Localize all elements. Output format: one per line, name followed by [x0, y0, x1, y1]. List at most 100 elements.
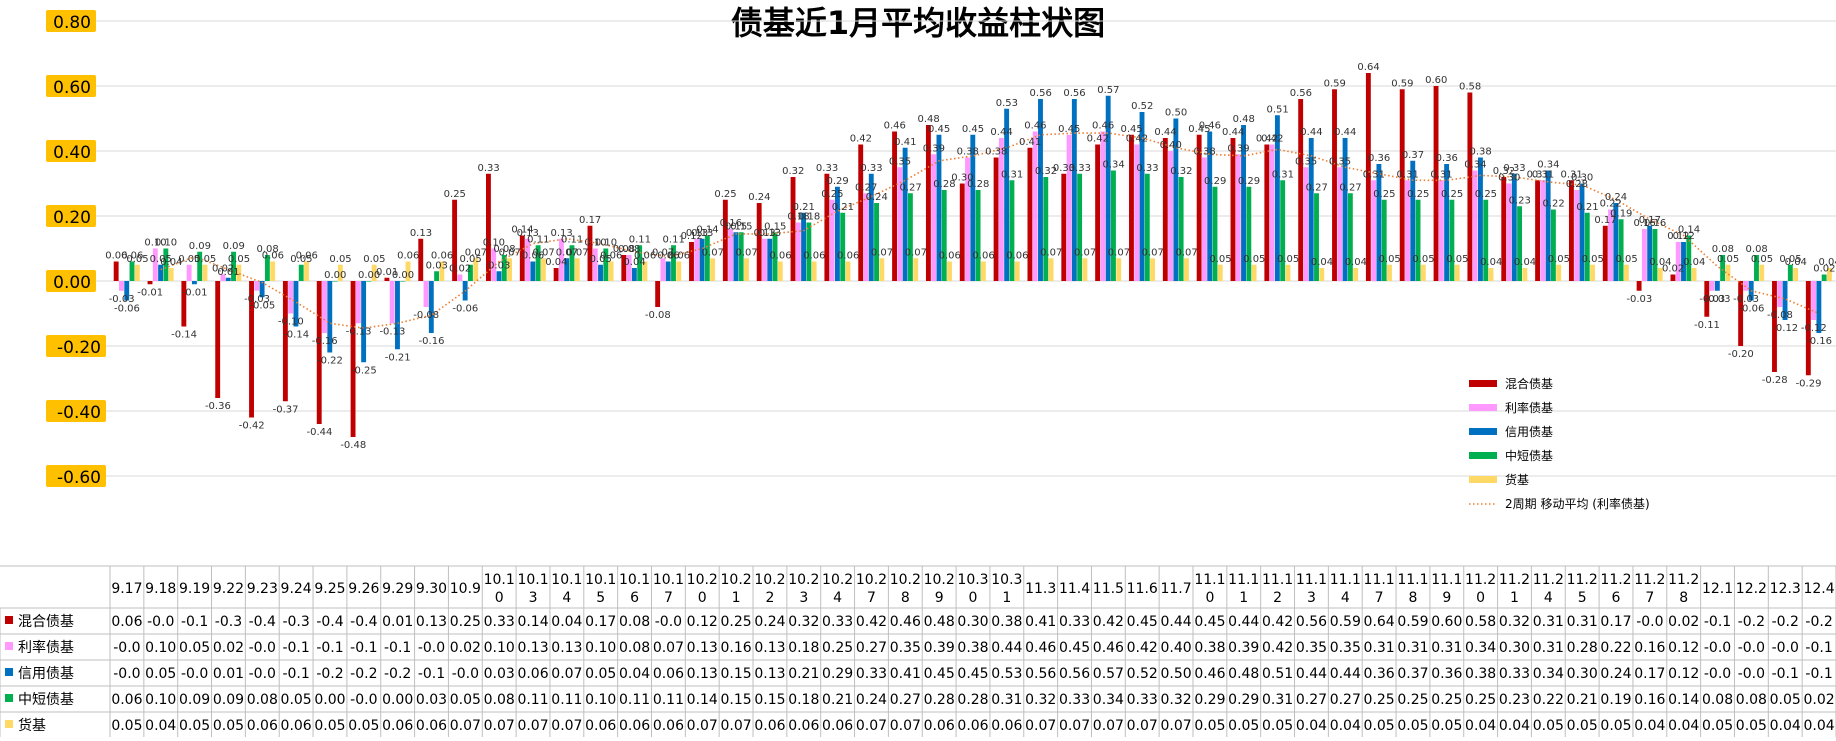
table-cell: 0.48 [1228, 666, 1259, 682]
table-cell: 0.32 [1025, 692, 1056, 708]
table-cell: 0.18 [788, 640, 819, 656]
table-cell: -0.0 [113, 640, 140, 656]
data-label: -0.01 [182, 287, 208, 298]
table-cell: 0.35 [1296, 640, 1327, 656]
data-label: -0.03 [244, 294, 270, 305]
legend-label: 信用债基 [1505, 425, 1553, 439]
table-cell: 0.38 [991, 614, 1022, 630]
bar [1811, 281, 1817, 320]
table-cell: 0.04 [1499, 718, 1530, 734]
bar [1298, 99, 1304, 281]
trendline-layer [160, 132, 1820, 329]
category-label: 11.1 0 [1194, 572, 1225, 606]
bar [840, 212, 846, 281]
table-cell: 0.45 [957, 666, 988, 682]
table-row-label: 利率债基 [18, 639, 74, 656]
data-label: -0.03 [1626, 294, 1652, 305]
data-label: 0.11 [527, 234, 549, 245]
data-label: 0.01 [376, 267, 398, 278]
bar [355, 281, 361, 324]
data-label: 0.07 [736, 247, 758, 258]
bar [710, 258, 716, 281]
category-label: 11.4 [1059, 581, 1090, 597]
data-label: 0.36 [1368, 153, 1390, 164]
data-label: 0.13 [517, 228, 539, 239]
category-label: 11.3 [1025, 581, 1056, 597]
bar [197, 251, 203, 281]
table-cell: 0.28 [957, 692, 988, 708]
data-label: 0.07 [905, 247, 927, 258]
bar [1405, 180, 1410, 281]
data-label: 0.07 [465, 247, 487, 258]
data-label: 0.31 [1430, 169, 1452, 180]
table-cell: 0.07 [856, 718, 887, 734]
table-cell: 0.02 [1803, 692, 1834, 708]
bar [762, 238, 767, 281]
data-label: 0.11 [663, 234, 685, 245]
bar [1488, 268, 1494, 281]
bar [1535, 180, 1541, 281]
bar [665, 261, 671, 281]
bar [704, 235, 710, 281]
category-label: 10.2 2 [754, 572, 785, 606]
data-label: 0.00 [392, 270, 414, 281]
table-cell: 0.05 [314, 718, 345, 734]
bar [1657, 268, 1663, 281]
bar [202, 264, 208, 281]
bar [699, 238, 705, 281]
table-row-swatch [5, 668, 13, 676]
data-label: 0.59 [1324, 78, 1346, 89]
data-label: 0.30 [1498, 173, 1520, 184]
data-label: 0.04 [160, 257, 182, 268]
table-cell: 0.33 [1127, 692, 1158, 708]
table-cell: -0.1 [181, 614, 208, 630]
bar [738, 232, 744, 281]
bar [181, 281, 187, 327]
data-label: -0.14 [171, 330, 197, 341]
table-cell: 0.56 [1059, 666, 1090, 682]
bar [1371, 180, 1377, 281]
table-cell: 0.59 [1397, 614, 1428, 630]
table-cell: 0.17 [1600, 614, 1631, 630]
data-label: -0.16 [1806, 336, 1832, 347]
bar [491, 248, 497, 281]
table-cell: 0.08 [619, 614, 650, 630]
data-label: 0.25 [1441, 189, 1463, 200]
category-label: 11.2 5 [1567, 572, 1598, 606]
table-cell: 0.41 [1025, 614, 1056, 630]
data-label: 0.33 [860, 163, 882, 174]
table-cell: 0.45 [1194, 614, 1225, 630]
bar [1545, 170, 1551, 281]
bar [637, 245, 643, 281]
bar [1230, 138, 1236, 281]
table-cell: 0.32 [1160, 692, 1191, 708]
bar [530, 261, 536, 281]
data-label: 0.33 [816, 163, 838, 174]
table-row-label: 货基 [18, 717, 46, 734]
bar [1652, 229, 1658, 281]
data-label: 0.27 [899, 182, 921, 193]
table-cell: 0.04 [1296, 718, 1327, 734]
data-label: -0.03 [1733, 294, 1759, 305]
bar [1613, 203, 1619, 281]
table-cell: 0.44 [1330, 666, 1361, 682]
table-row-swatch [5, 642, 13, 650]
data-label: 0.22 [1600, 199, 1622, 210]
table-cell: 0.25 [1431, 692, 1462, 708]
data-label: 0.37 [1402, 150, 1424, 161]
data-label: 0.07 [1142, 247, 1164, 258]
table-cell: 0.12 [1668, 640, 1699, 656]
bar [236, 264, 242, 281]
table-cell: -0.2 [1772, 614, 1799, 630]
table-cell: 0.06 [754, 718, 785, 734]
data-label: 0.05 [1751, 254, 1773, 265]
data-label: 0.41 [894, 137, 916, 148]
table-cell: 0.44 [1228, 614, 1259, 630]
bar [1134, 144, 1140, 281]
data-label: 0.22 [1542, 199, 1564, 210]
data-label: 0.25 [1407, 189, 1429, 200]
category-label: 9.29 [382, 581, 413, 597]
data-label: 0.10 [483, 238, 505, 249]
table-cell: 0.05 [1194, 718, 1225, 734]
data-label: 0.07 [532, 247, 554, 258]
